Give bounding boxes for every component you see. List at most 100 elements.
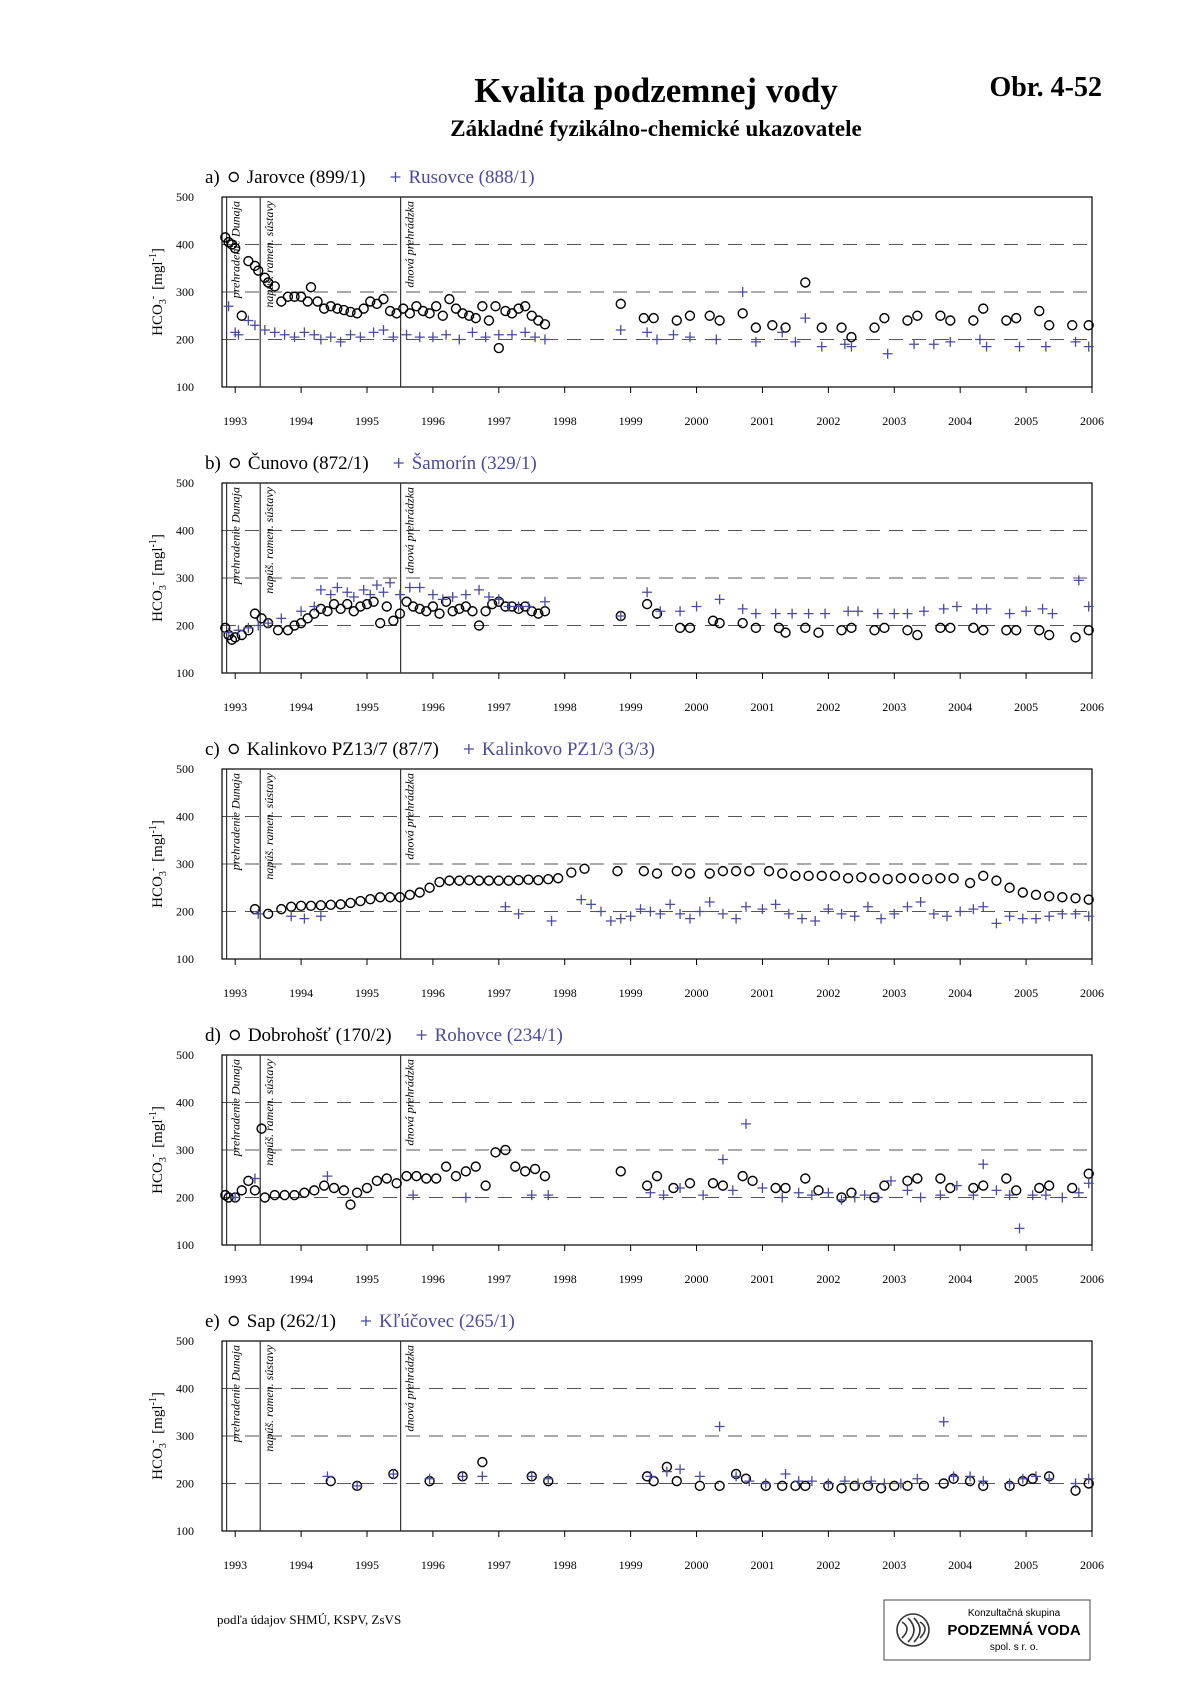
plus-point <box>460 589 471 600</box>
plus-point <box>1083 1473 1094 1484</box>
circle-point <box>243 1175 254 1187</box>
circle-point <box>229 632 241 643</box>
x-tick-label: 2003 <box>882 1272 906 1286</box>
plus-point <box>902 1185 913 1196</box>
circle-point <box>335 603 346 615</box>
annotation-text: dnová prehrádzka <box>403 773 417 860</box>
plus-point <box>1083 911 1094 922</box>
plus-point <box>1047 608 1058 619</box>
circle-point <box>978 1180 989 1191</box>
plus-point <box>441 329 452 340</box>
y-tick-label: 300 <box>176 1429 194 1443</box>
circle-point <box>902 315 913 326</box>
circle-point <box>714 315 725 326</box>
x-tick-label: 2003 <box>882 414 906 428</box>
plus-point <box>876 913 887 924</box>
x-tick-label: 1998 <box>553 1272 577 1286</box>
circle-point <box>299 1187 310 1198</box>
plus-point <box>694 906 705 917</box>
x-tick-label: 1994 <box>289 986 313 1000</box>
circle-point <box>968 315 979 326</box>
plus-point <box>1040 1190 1051 1201</box>
circle-point <box>869 873 880 884</box>
plus-point <box>1014 1223 1025 1234</box>
plus-point <box>918 606 929 617</box>
plus-point <box>839 1476 850 1487</box>
chart: 100 200 300 400 500 1993 1994 1995 1996 1997 1998 1… <box>148 452 1104 714</box>
legend-marker <box>228 171 239 183</box>
y-tick-label: 500 <box>176 190 194 204</box>
subtitle: Základné fyzikálno-chemické ukazovatele <box>450 116 861 141</box>
circle-point <box>378 293 389 305</box>
plus-point <box>737 287 748 297</box>
plus-point <box>915 897 926 907</box>
circle-point <box>450 1170 462 1182</box>
x-tick-label: 1994 <box>289 1272 313 1286</box>
plus-point <box>1021 606 1032 617</box>
plus-point <box>424 1473 435 1484</box>
circle-point <box>328 1182 340 1194</box>
plus-point <box>942 911 952 922</box>
circle-point <box>1017 887 1028 898</box>
circle-point <box>684 310 696 321</box>
plus-point <box>625 911 636 922</box>
circle-point <box>220 1189 231 1201</box>
plus-point <box>253 620 264 631</box>
plus-point <box>1004 608 1015 619</box>
plus-point <box>938 603 949 614</box>
circle-point <box>790 870 801 882</box>
plus-point <box>408 1190 419 1201</box>
y-axis-label-part: HCO <box>150 590 166 622</box>
circle-point <box>315 603 327 615</box>
x-tick-label: 2001 <box>750 700 774 714</box>
circle-point <box>1067 1182 1078 1194</box>
logo-icon <box>896 1613 930 1647</box>
plus-point <box>948 1471 959 1482</box>
circle-point <box>651 868 663 879</box>
y-axis-label-part: [mgl <box>150 833 166 861</box>
plus-point <box>615 913 626 924</box>
plus-point <box>642 587 653 598</box>
y-axis-label-part: 3 <box>158 1157 169 1162</box>
plus-point <box>1044 911 1055 922</box>
plus-point <box>849 911 860 922</box>
circle-point <box>431 1173 442 1184</box>
plus-point <box>872 1192 883 1203</box>
circle-point <box>450 303 462 314</box>
plus-point <box>233 625 244 636</box>
figure-label: Obr. 4-52 <box>989 72 1102 103</box>
circle-point <box>312 296 323 307</box>
circle-point <box>740 1473 752 1484</box>
plus-point <box>843 606 854 617</box>
legend-label: Šamorín (329/1) <box>412 452 537 474</box>
annotation-text: napúš. ramen. sústavy <box>262 772 276 879</box>
plus-point <box>249 320 260 331</box>
plus-point <box>635 904 646 915</box>
circle-point <box>490 1147 501 1158</box>
circle-point <box>704 868 715 879</box>
plus-point <box>968 1190 979 1201</box>
plus-point <box>1073 1187 1084 1198</box>
plus-point <box>335 336 346 347</box>
plus-point <box>806 1476 817 1487</box>
plus-point <box>513 601 524 612</box>
circle-point <box>651 1170 663 1182</box>
circle-point <box>978 870 989 882</box>
plus-point <box>945 336 956 347</box>
circle-point <box>780 627 791 638</box>
plus-point <box>661 1466 672 1477</box>
plus-point <box>1083 341 1094 352</box>
plus-point <box>750 336 761 347</box>
circle-point <box>322 606 333 617</box>
y-tick-label: 200 <box>176 333 194 347</box>
circle-point <box>1083 625 1094 636</box>
circle-point <box>566 867 577 878</box>
x-tick-label: 2006 <box>1080 700 1104 714</box>
circle-point <box>816 322 827 333</box>
circle-point <box>272 625 284 636</box>
circle-point <box>470 312 481 324</box>
circle-point <box>935 622 946 634</box>
circle-point <box>368 596 379 607</box>
circle-point <box>770 1182 781 1194</box>
x-tick-label: 1999 <box>619 1558 643 1572</box>
